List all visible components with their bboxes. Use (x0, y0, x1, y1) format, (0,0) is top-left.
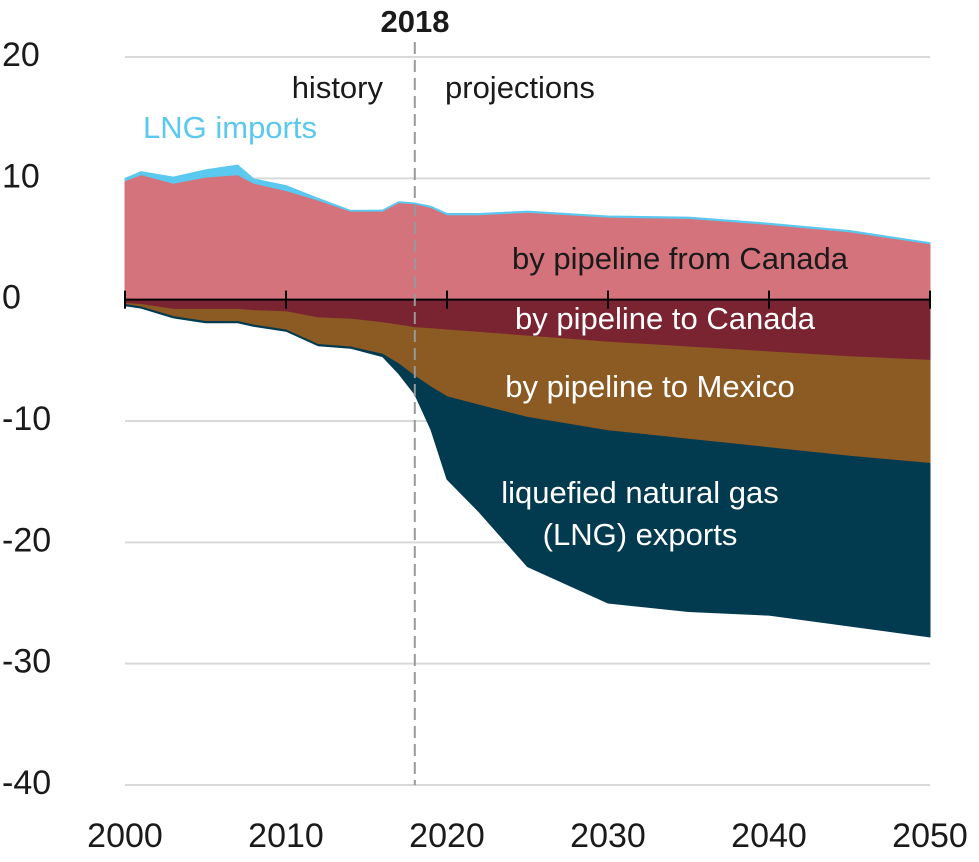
series-label: by pipeline to Mexico (505, 369, 795, 404)
y-tick-label: -40 (2, 764, 51, 802)
series-label: by pipeline from Canada (511, 241, 849, 276)
divider-year: 2018 (381, 4, 450, 39)
y-tick-label: 0 (2, 279, 21, 317)
y-tick-label: -20 (2, 521, 51, 559)
y-tick-label: 20 (2, 36, 40, 74)
x-tick-label: 2020 (409, 817, 485, 855)
history-label: history (292, 70, 384, 105)
y-tick-label: 10 (2, 157, 40, 195)
x-tick-label: 2030 (570, 817, 646, 855)
series-label: by pipeline to Canada (515, 301, 815, 336)
x-tick-label: 2040 (731, 817, 807, 855)
area (124, 303, 931, 638)
series-label: liquefied natural gas (LNG) exports (501, 475, 779, 552)
x-tick-label: 2000 (87, 817, 163, 855)
x-tick-label: 2050 (892, 817, 968, 855)
x-tick-label: 2010 (248, 817, 324, 855)
area (124, 164, 931, 245)
y-tick-label: -10 (2, 400, 51, 438)
y-tick-label: -30 (2, 643, 51, 681)
series-label: LNG imports (143, 110, 317, 145)
projections-label: projections (445, 70, 595, 105)
